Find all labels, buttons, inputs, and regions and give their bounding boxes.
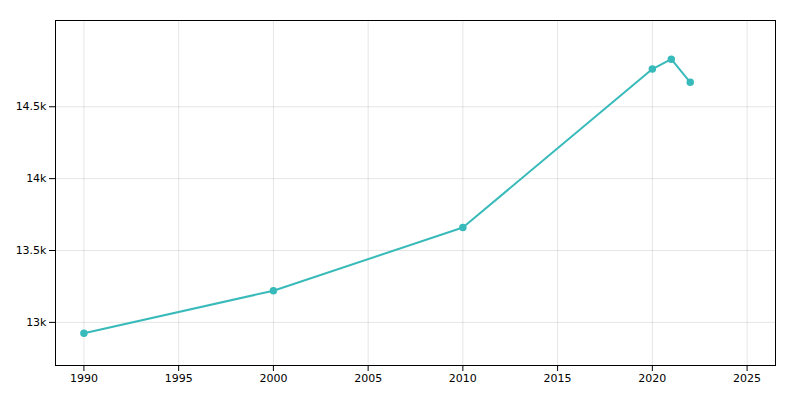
svg-text:2005: 2005: [354, 372, 382, 385]
svg-text:2020: 2020: [638, 372, 666, 385]
svg-text:2015: 2015: [544, 372, 572, 385]
svg-text:1990: 1990: [70, 372, 98, 385]
svg-text:2000: 2000: [259, 372, 287, 385]
svg-text:2025: 2025: [733, 372, 761, 385]
svg-text:2010: 2010: [449, 372, 477, 385]
svg-text:14k: 14k: [26, 172, 47, 185]
svg-text:13.5k: 13.5k: [16, 244, 47, 257]
svg-text:14.5k: 14.5k: [16, 100, 47, 113]
svg-text:13k: 13k: [26, 316, 47, 329]
svg-text:1995: 1995: [165, 372, 193, 385]
